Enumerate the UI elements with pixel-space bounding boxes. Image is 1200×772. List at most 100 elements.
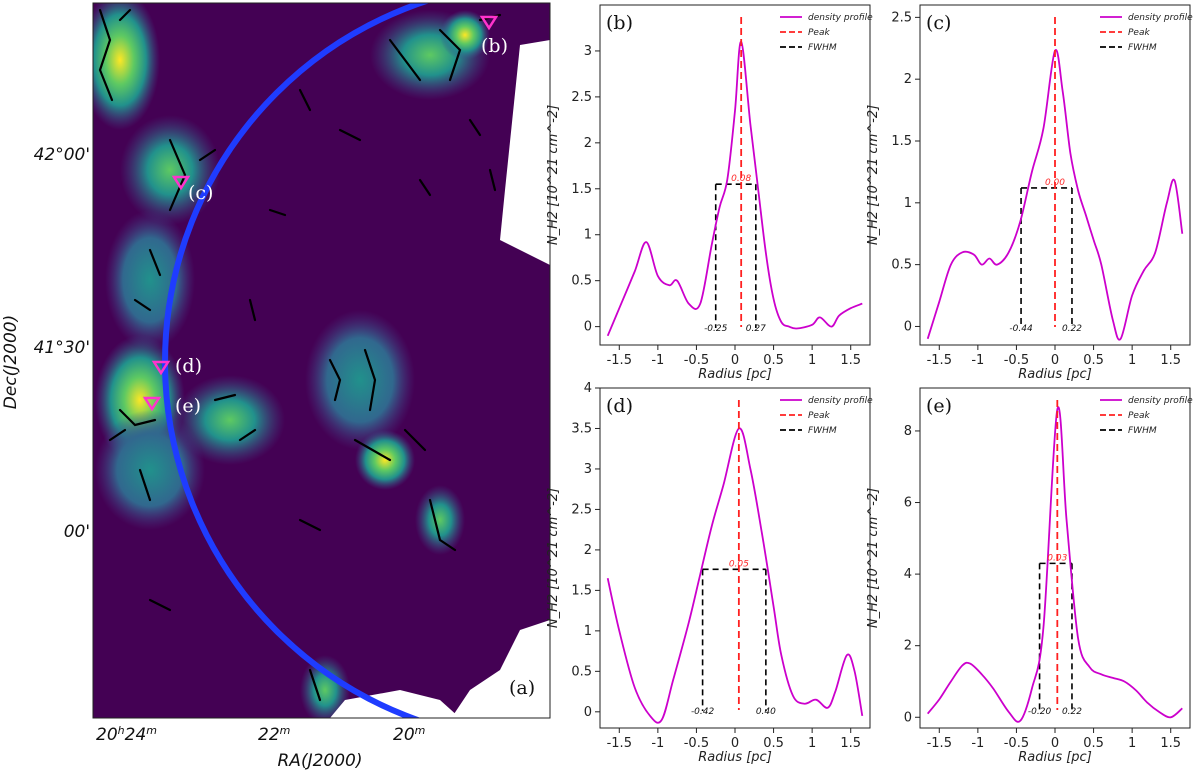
x-tick-label: -1 (971, 353, 984, 368)
legend-peak: Peak (1128, 411, 1150, 421)
x-tick-label: -0.5 (684, 736, 709, 751)
marker-c: (c) (171, 175, 213, 204)
legend-density-profile: density profile (1128, 13, 1193, 23)
profile-panel-e: -1.5 -1 -0.5 0 0.5 1 1.5 0 2 4 6 8 Radius [pc] N_H2 [… (866, 387, 1193, 765)
x-tick-label: -1 (971, 736, 984, 751)
y-tick-label: 2 (904, 72, 912, 87)
legend-peak: Peak (1128, 28, 1150, 38)
density-profile-line (926, 406, 1183, 723)
x-tick-label: 1 (1128, 736, 1136, 751)
y-tick-label: 2 (904, 639, 912, 654)
x-tick-label: 1 (808, 353, 816, 368)
filament-skeletons (98, 8, 502, 702)
marker-d: (d) (151, 355, 202, 377)
y-tick-label: 3 (584, 44, 592, 59)
panel-label-a: (a) (509, 677, 535, 699)
x-tick-label: 1.5 (840, 736, 861, 751)
legend-density-profile: density profile (808, 13, 873, 23)
peak-label: 0.00 (1045, 178, 1065, 188)
legend-density-profile: density profile (808, 396, 873, 406)
x-tick-label: 1.5 (1160, 353, 1181, 368)
x-tick-label: 1.5 (1160, 736, 1181, 751)
marker-label: (c) (188, 182, 213, 204)
y-tick-label: 0 (584, 705, 592, 720)
fwhm-right-label: 0.22 (1062, 707, 1082, 717)
y-tick-label: 2 (584, 136, 592, 151)
x-tick-label: -1.5 (927, 736, 952, 751)
peak-label: 0.03 (1047, 553, 1067, 563)
dec-axis-label: Dec(J2000) (1, 315, 21, 409)
x-tick-label: -1.5 (607, 736, 632, 751)
y-axis-label: N_H2 [10^21 cm^-2] (866, 105, 881, 245)
peak-label: 0.08 (731, 174, 751, 184)
map-frame (92, 2, 551, 719)
legend-fwhm: FWHM (808, 43, 837, 53)
x-tick-label: -0.5 (1004, 736, 1029, 751)
x-axis-label: Radius [pc] (1018, 750, 1092, 765)
x-tick-label: -0.5 (684, 353, 709, 368)
dec-tick-label: 00' (64, 522, 90, 542)
x-tick-label: 0.5 (763, 353, 784, 368)
profile-panel-d: -1.5 -1 -0.5 0 0.5 1 1.5 0 0.5 1 1.5 2 2.5 3 3.5 4 Radiu… (546, 381, 873, 765)
x-tick-label: 0.5 (1083, 736, 1104, 751)
column-density-map: (b) (c) (d) (e) (a) 42°00' 41°30' 00' 20… (1, 2, 551, 771)
panel-label: (b) (606, 12, 633, 34)
legend-fwhm: FWHM (808, 426, 837, 436)
y-tick-label: 2.5 (571, 502, 592, 517)
ra-tick-label: 20m (393, 724, 425, 745)
marker-e: (e) (142, 395, 201, 417)
y-axis-label: N_H2 [10^21 cm^-2] (546, 105, 561, 245)
y-tick-label: 2.5 (891, 10, 912, 25)
y-tick-label: 4 (584, 381, 592, 396)
x-tick-label: -1 (651, 736, 664, 751)
y-tick-label: 0 (584, 320, 592, 335)
y-axis-label: N_H2 [10^21 cm^-2] (866, 488, 881, 628)
triangle-marker-icon (479, 15, 499, 31)
triangle-marker-icon (151, 360, 171, 376)
y-tick-label: 3.5 (571, 421, 592, 436)
y-tick-label: 0 (904, 319, 912, 334)
density-profile-line (606, 427, 864, 724)
dec-tick-label: 41°30' (34, 338, 90, 358)
fwhm-right-label: 0.22 (1062, 324, 1082, 334)
fwhm-left-label: -0.20 (1028, 707, 1052, 717)
x-axis-label: Radius [pc] (698, 367, 772, 382)
ra-tick-label: 22m (258, 724, 290, 745)
y-tick-label: 0.5 (891, 258, 912, 273)
panel-label: (e) (926, 395, 952, 417)
y-axis-label: N_H2 [10^21 cm^-2] (546, 488, 561, 628)
legend-fwhm: FWHM (1128, 426, 1157, 436)
y-tick-label: 0 (904, 710, 912, 725)
x-tick-label: 0 (1051, 353, 1059, 368)
x-axis-label: Radius [pc] (1018, 367, 1092, 382)
y-tick-label: 3 (584, 462, 592, 477)
plot-frame (599, 4, 871, 346)
marker-label: (b) (481, 35, 508, 57)
cloud-emission (93, 3, 490, 718)
legend-density-profile: density profile (1128, 396, 1193, 406)
y-tick-label: 2.5 (571, 90, 592, 105)
peak-label: 0.05 (729, 559, 749, 569)
y-tick-label: 8 (904, 424, 912, 439)
legend-fwhm: FWHM (1128, 43, 1157, 53)
fwhm-left-label: -0.25 (704, 324, 728, 334)
y-tick-label: 6 (904, 496, 912, 511)
y-tick-label: 1.5 (891, 134, 912, 149)
x-tick-label: -1 (651, 353, 664, 368)
y-tick-label: 0.5 (571, 274, 592, 289)
y-tick-label: 1.5 (571, 182, 592, 197)
x-tick-label: 0.5 (763, 736, 784, 751)
x-axis-label: Radius [pc] (698, 750, 772, 765)
y-tick-label: 2 (584, 543, 592, 558)
marker-label: (e) (175, 395, 201, 417)
fwhm-right-label: 0.40 (756, 707, 776, 717)
ra-axis-label: RA(J2000) (278, 751, 363, 771)
fwhm-left-label: -0.44 (1009, 324, 1033, 334)
x-tick-label: 1 (808, 736, 816, 751)
fwhm-left-label: -0.42 (691, 707, 715, 717)
panel-label: (d) (606, 395, 633, 417)
triangle-marker-icon (171, 175, 191, 191)
x-tick-label: 0 (731, 736, 739, 751)
y-tick-label: 0.5 (571, 664, 592, 679)
